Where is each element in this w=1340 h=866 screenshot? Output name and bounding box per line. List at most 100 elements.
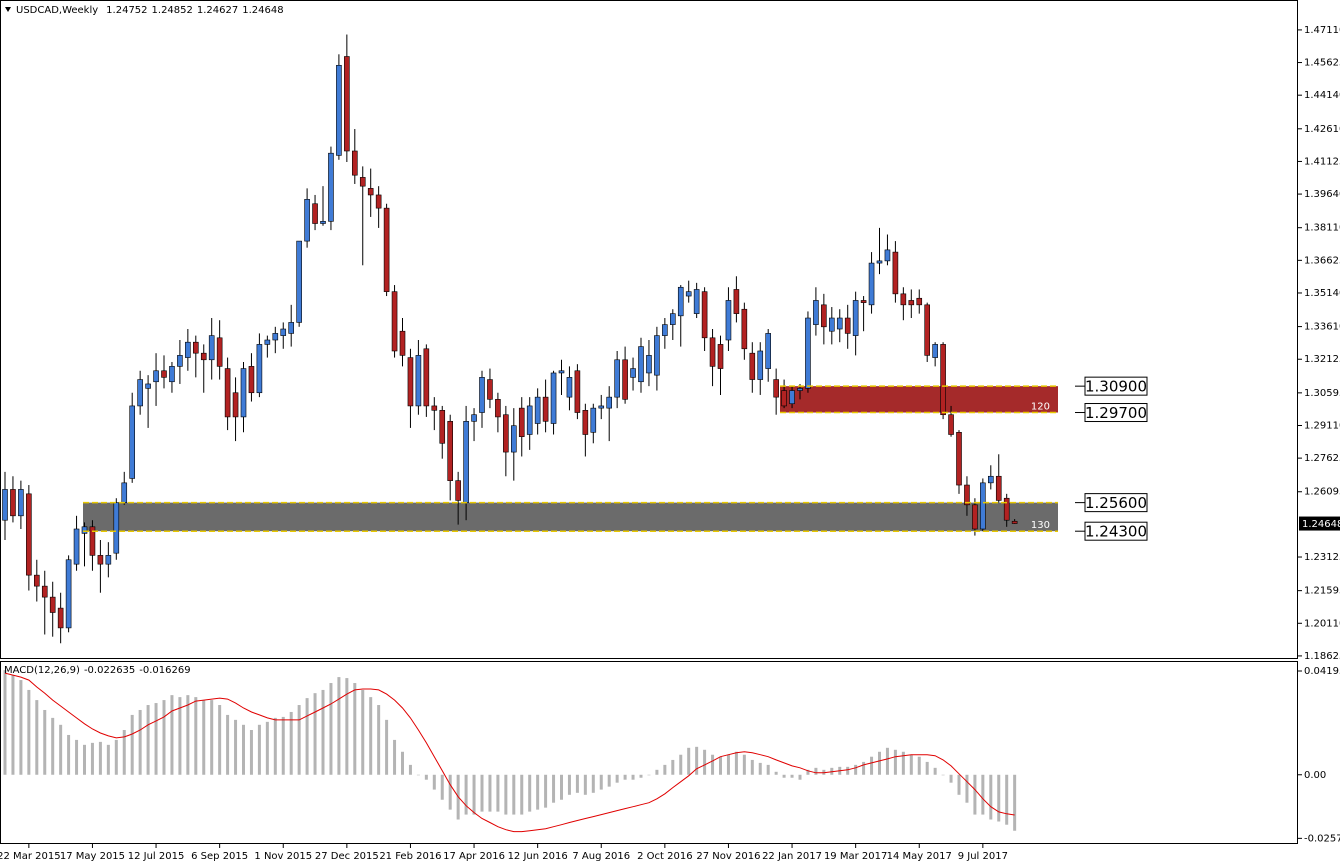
macd-bar xyxy=(719,756,722,775)
candle-body xyxy=(113,502,120,554)
candle-body xyxy=(916,297,923,306)
macd-bar xyxy=(67,734,71,775)
candle-body xyxy=(351,150,358,176)
candle-body xyxy=(1003,497,1010,521)
candle-body xyxy=(789,390,795,405)
candle-body xyxy=(503,414,509,453)
candle-body xyxy=(121,482,128,503)
macd-bar xyxy=(583,774,587,795)
candle-body xyxy=(137,379,143,407)
candle-body xyxy=(654,335,660,376)
macd-bar xyxy=(329,683,333,775)
macd-bar xyxy=(496,774,500,812)
macd-bar xyxy=(631,774,635,780)
macd-bar xyxy=(51,717,55,775)
macd-bar xyxy=(512,774,516,815)
zone xyxy=(780,386,1058,413)
macd-bar xyxy=(11,675,15,775)
zone-layer xyxy=(83,386,1058,532)
candle-body xyxy=(733,289,740,314)
candle-body xyxy=(995,475,1002,501)
macd-bar xyxy=(249,730,253,775)
candle-body xyxy=(336,64,342,156)
candle-body xyxy=(574,370,581,413)
macd-bar xyxy=(337,677,341,775)
candle-body xyxy=(741,308,748,350)
macd-bar xyxy=(909,754,913,775)
x-tick-label: 1 Nov 2015 xyxy=(254,851,312,862)
y-tick-label: -0.025711 xyxy=(1304,833,1340,844)
macd-bar xyxy=(981,774,985,815)
candle-body xyxy=(272,333,279,341)
candle-body xyxy=(200,352,207,361)
label-layer: USDCAD,Weekly 1.24752 1.24852 1.24627 1.2464… xyxy=(0,5,1340,862)
y-tick-label: 1.45625 xyxy=(1304,58,1340,69)
candle-body xyxy=(193,341,199,354)
candle-body xyxy=(773,379,779,398)
candle-body xyxy=(455,480,461,501)
current-price-label: 1.24648 xyxy=(1302,519,1340,530)
y-tick-label: 1.26095 xyxy=(1304,487,1340,498)
candle-body xyxy=(248,366,255,394)
macd-bar xyxy=(599,774,603,790)
macd-bar xyxy=(917,756,921,775)
candle-body xyxy=(399,330,406,356)
macd-bar xyxy=(941,774,945,776)
macd-bar xyxy=(822,769,826,775)
macd-bar xyxy=(377,705,381,775)
macd-bar xyxy=(536,774,540,810)
candle-body xyxy=(18,489,24,517)
macd-bar xyxy=(186,695,190,775)
candle-body xyxy=(614,359,620,398)
candle-body xyxy=(97,555,104,565)
candle-body xyxy=(288,322,295,334)
candle-body xyxy=(518,407,525,437)
macd-bar xyxy=(663,764,667,775)
macd-bar xyxy=(210,700,214,775)
x-tick-label: 12 Jul 2015 xyxy=(128,851,185,862)
macd-bar xyxy=(1005,774,1009,825)
macd-bar xyxy=(90,742,94,775)
y-tick-label: 1.30595 xyxy=(1304,388,1340,399)
candle-body xyxy=(677,286,684,317)
candle-body xyxy=(948,414,954,435)
candle-body xyxy=(924,304,931,356)
x-tick-label: 9 Jul 2017 xyxy=(958,851,1008,862)
candle-body xyxy=(884,249,891,262)
candle-body xyxy=(749,352,756,380)
candle-body xyxy=(129,405,135,479)
macd-bar xyxy=(488,774,492,812)
candle-body xyxy=(431,405,438,411)
y-tick-label: 1.41125 xyxy=(1304,156,1340,167)
level-label: 1.25600 xyxy=(1085,494,1147,512)
candle-body xyxy=(2,489,8,521)
candle-body xyxy=(908,300,915,306)
y-tick-label: 1.29110 xyxy=(1304,420,1340,431)
y-tick-label: 0.00 xyxy=(1304,770,1326,781)
macd-bar xyxy=(393,739,397,775)
candle-body xyxy=(383,207,390,292)
candle-body xyxy=(844,317,851,334)
macd-bar xyxy=(408,764,412,775)
candle-body xyxy=(49,596,56,613)
candle-body xyxy=(89,526,96,556)
y-tick-label: 1.18625 xyxy=(1304,651,1340,662)
candle-body xyxy=(224,368,231,418)
macd-bar xyxy=(3,670,7,775)
candle-body xyxy=(26,493,32,576)
macd-bar xyxy=(504,774,508,815)
macd-bar xyxy=(313,693,317,775)
candle-body xyxy=(145,383,151,389)
macd-bar xyxy=(202,700,206,775)
macd-bar xyxy=(949,774,953,783)
x-tick-label: 22 Jan 2017 xyxy=(762,851,822,862)
candle-body xyxy=(320,221,326,224)
candle-body xyxy=(868,262,875,306)
candle-body xyxy=(375,194,382,209)
candle-body xyxy=(852,300,859,336)
candle-body xyxy=(471,414,477,422)
candle-body xyxy=(33,574,40,587)
macd-bar xyxy=(965,774,969,803)
macd-bar xyxy=(774,771,778,775)
macd-bar xyxy=(162,700,166,775)
